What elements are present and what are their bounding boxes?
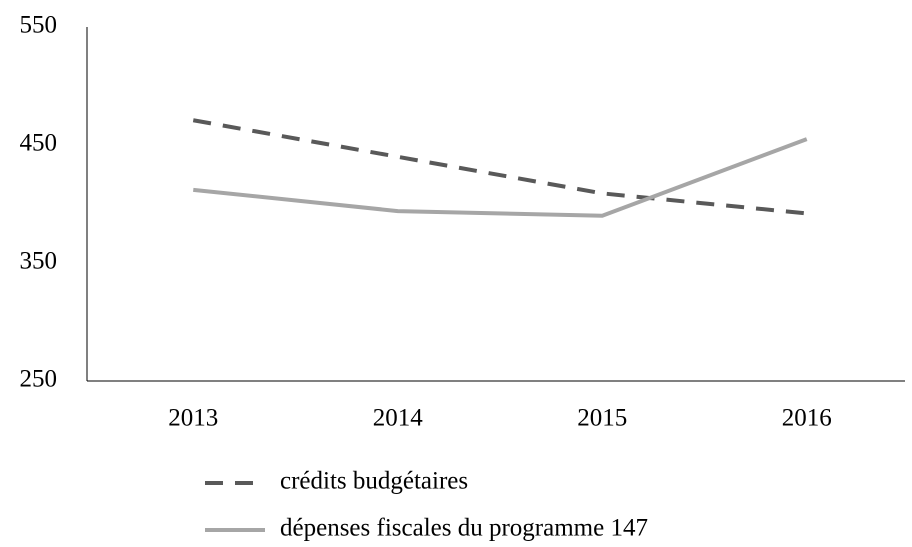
y-tick-label: 350	[20, 248, 58, 275]
series-line	[193, 137, 808, 218]
legend-label: crédits budgétaires	[280, 468, 468, 495]
x-tick-label: 2013	[168, 405, 218, 432]
x-tick-label: 2016	[782, 405, 832, 432]
y-tick-label: 250	[20, 366, 58, 393]
y-tick-label: 450	[20, 130, 58, 157]
legend-label: dépenses fiscales du programme 147	[280, 515, 648, 542]
x-tick-label: 2015	[577, 405, 627, 432]
y-tick-label: 550	[20, 12, 58, 39]
x-tick-label: 2014	[373, 405, 424, 432]
series-line	[192, 118, 807, 216]
